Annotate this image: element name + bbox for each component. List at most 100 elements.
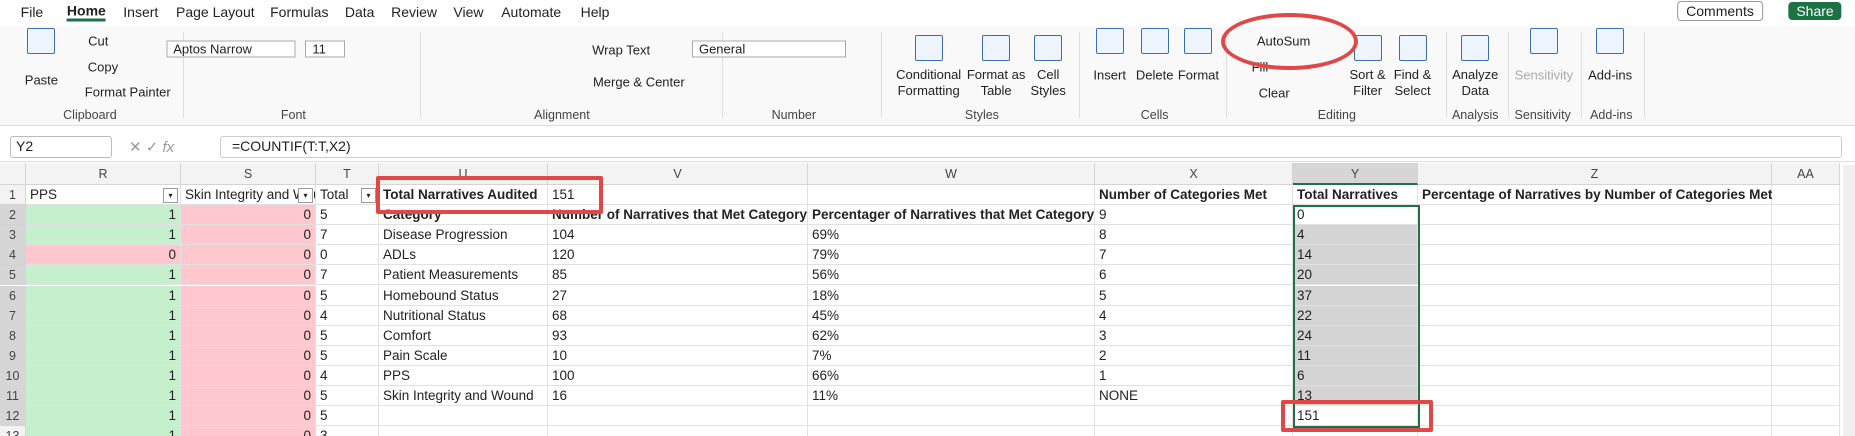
cell[interactable]: 11% bbox=[808, 386, 1095, 406]
column-header[interactable]: AA bbox=[1772, 163, 1840, 185]
formula-input[interactable] bbox=[220, 136, 1842, 158]
cell[interactable] bbox=[808, 426, 1095, 436]
cell[interactable]: 69% bbox=[808, 225, 1095, 245]
ribbon-button[interactable]: Format Painter bbox=[85, 85, 171, 100]
ribbon-button[interactable]: Aptos Narrow bbox=[166, 40, 295, 57]
column-header[interactable]: W bbox=[808, 163, 1095, 185]
row-header[interactable]: 5 bbox=[0, 265, 26, 285]
cell[interactable] bbox=[1418, 326, 1772, 346]
cell[interactable]: 1 bbox=[26, 386, 181, 406]
cell[interactable]: 5 bbox=[316, 346, 379, 366]
cell[interactable] bbox=[1095, 406, 1293, 426]
cell[interactable]: 0 bbox=[181, 225, 316, 245]
cell[interactable]: Total▾ bbox=[316, 185, 379, 205]
cell[interactable] bbox=[1772, 286, 1840, 306]
cell[interactable]: 79% bbox=[808, 245, 1095, 265]
cell[interactable]: 1 bbox=[26, 225, 181, 245]
cell[interactable]: 27 bbox=[548, 286, 808, 306]
row-header[interactable]: 7 bbox=[0, 306, 26, 326]
ribbon-button[interactable]: General bbox=[692, 40, 846, 57]
cell[interactable]: 0 bbox=[316, 245, 379, 265]
cell[interactable] bbox=[379, 406, 548, 426]
cell[interactable]: 3 bbox=[1095, 326, 1293, 346]
cell[interactable]: 66% bbox=[808, 366, 1095, 386]
cell[interactable]: NONE bbox=[1095, 386, 1293, 406]
cell[interactable]: 5 bbox=[316, 326, 379, 346]
cell[interactable]: 5 bbox=[316, 406, 379, 426]
cell[interactable]: PPS▾ bbox=[26, 185, 181, 205]
cell[interactable]: 4 bbox=[316, 366, 379, 386]
cell[interactable]: 1 bbox=[26, 406, 181, 426]
cell[interactable] bbox=[1418, 386, 1772, 406]
cell[interactable] bbox=[1772, 205, 1840, 225]
cell[interactable]: 10 bbox=[548, 346, 808, 366]
row-header[interactable]: 11 bbox=[0, 386, 26, 406]
cell[interactable]: Total Narratives bbox=[1293, 185, 1418, 205]
cell[interactable]: 4 bbox=[1095, 306, 1293, 326]
column-header[interactable]: X bbox=[1095, 163, 1293, 185]
row-header[interactable]: 4 bbox=[0, 245, 26, 265]
cell[interactable]: 62% bbox=[808, 326, 1095, 346]
cell[interactable]: 1 bbox=[26, 366, 181, 386]
ribbon-button[interactable]: Conditional Formatting bbox=[887, 67, 970, 99]
cell[interactable]: Number of Categories Met bbox=[1095, 185, 1293, 205]
cell[interactable] bbox=[1772, 426, 1840, 436]
row-header[interactable]: 2 bbox=[0, 205, 26, 225]
cell[interactable]: Patient Measurements bbox=[379, 265, 548, 285]
ribbon-button[interactable]: Merge & Center bbox=[593, 74, 685, 89]
menu-tab[interactable]: Review bbox=[391, 4, 437, 20]
column-header[interactable]: Y bbox=[1293, 163, 1418, 185]
menu-tab[interactable]: Automate bbox=[501, 4, 561, 20]
row-header[interactable]: 9 bbox=[0, 346, 26, 366]
cell[interactable]: 0 bbox=[181, 426, 316, 436]
ribbon-button[interactable]: Copy bbox=[88, 60, 118, 75]
cell[interactable]: Percentage of Narratives by Number of Ca… bbox=[1418, 185, 1772, 205]
cell[interactable] bbox=[1772, 265, 1840, 285]
menu-tab[interactable]: View bbox=[453, 4, 483, 20]
cell[interactable]: Nutritional Status bbox=[379, 306, 548, 326]
row-header[interactable]: 6 bbox=[0, 286, 26, 306]
cell[interactable]: 1 bbox=[1095, 366, 1293, 386]
comments-button[interactable]: Comments bbox=[1677, 1, 1763, 21]
row-header[interactable]: 13 bbox=[0, 426, 26, 436]
column-header[interactable]: R bbox=[26, 163, 181, 185]
cell[interactable]: 1 bbox=[26, 426, 181, 436]
cell[interactable]: 3 bbox=[316, 426, 379, 436]
ribbon-button[interactable]: Sensitivity bbox=[1515, 67, 1574, 82]
column-header[interactable]: S bbox=[181, 163, 316, 185]
cell[interactable]: Homebound Status bbox=[379, 286, 548, 306]
cell[interactable] bbox=[548, 426, 808, 436]
cell[interactable] bbox=[1772, 326, 1840, 346]
filter-button[interactable]: ▾ bbox=[298, 188, 313, 203]
cell[interactable] bbox=[1772, 306, 1840, 326]
column-header[interactable]: Z bbox=[1418, 163, 1772, 185]
cell[interactable]: 68 bbox=[548, 306, 808, 326]
cell[interactable]: 0 bbox=[181, 245, 316, 265]
cell[interactable] bbox=[1418, 245, 1772, 265]
ribbon-button[interactable]: Cut bbox=[88, 34, 108, 49]
cell[interactable] bbox=[1418, 426, 1772, 436]
cell[interactable]: Percentager of Narratives that Met Categ… bbox=[808, 205, 1095, 225]
cell[interactable]: Comfort bbox=[379, 326, 548, 346]
cell[interactable]: 0 bbox=[181, 306, 316, 326]
menu-tab[interactable]: Insert bbox=[123, 4, 158, 20]
row-header[interactable]: 12 bbox=[0, 406, 26, 426]
cell[interactable] bbox=[1772, 185, 1840, 205]
row-header[interactable]: 1 bbox=[0, 185, 26, 205]
cell[interactable]: 4 bbox=[316, 306, 379, 326]
cell[interactable] bbox=[1418, 346, 1772, 366]
cell[interactable]: 7 bbox=[1095, 245, 1293, 265]
cell[interactable] bbox=[1095, 426, 1293, 436]
cell[interactable]: 1 bbox=[26, 265, 181, 285]
cell[interactable]: 0 bbox=[181, 205, 316, 225]
cell[interactable] bbox=[1772, 245, 1840, 265]
cell[interactable] bbox=[1418, 286, 1772, 306]
cell[interactable] bbox=[1418, 265, 1772, 285]
ribbon-button[interactable]: Wrap Text bbox=[592, 42, 650, 57]
cell[interactable]: 93 bbox=[548, 326, 808, 346]
cell[interactable] bbox=[1418, 225, 1772, 245]
cell[interactable]: ADLs bbox=[379, 245, 548, 265]
ribbon-button[interactable]: 11 bbox=[305, 40, 345, 57]
cell[interactable]: 56% bbox=[808, 265, 1095, 285]
menu-tab[interactable]: Formulas bbox=[270, 4, 328, 20]
